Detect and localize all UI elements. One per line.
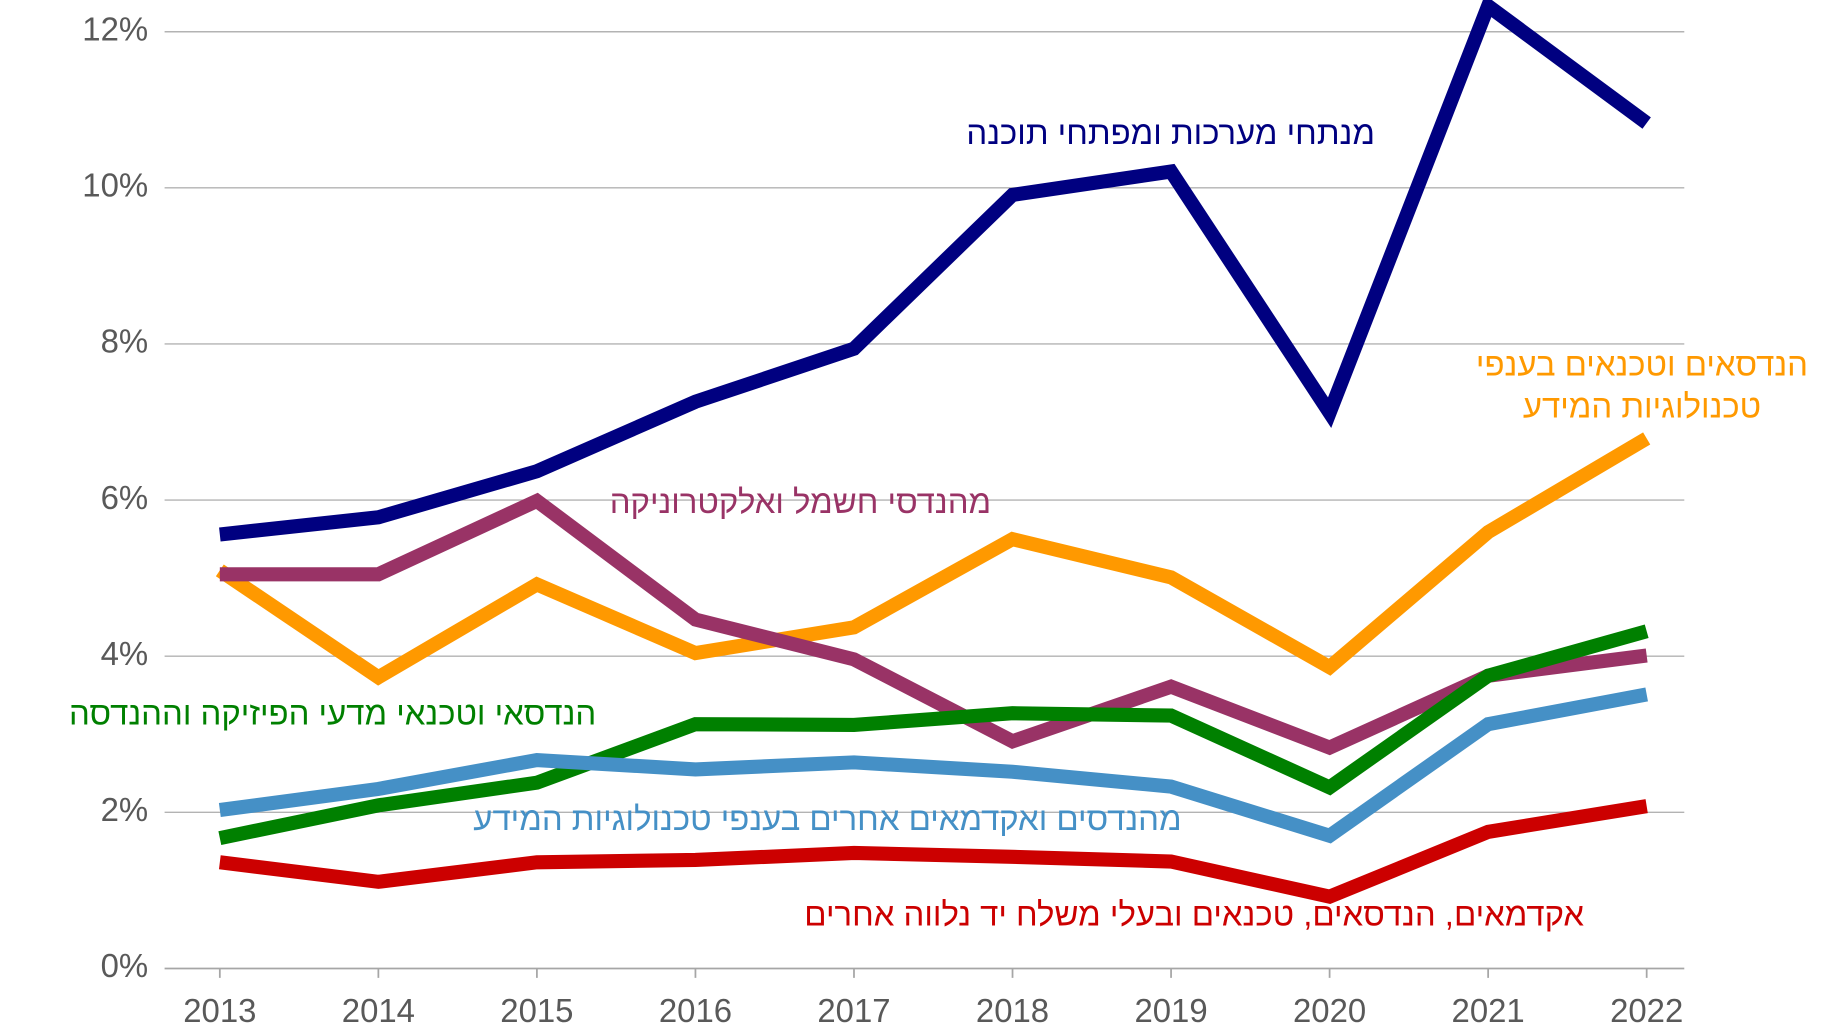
y-tick-label: 6%: [101, 479, 149, 516]
y-tick-label: 4%: [101, 635, 149, 672]
x-tick-label: 2018: [976, 992, 1049, 1029]
series-line: [218, 799, 1648, 905]
x-tick-label: 2020: [1293, 992, 1366, 1029]
y-tick-label: 0%: [101, 947, 149, 984]
series-line: [218, 687, 1648, 844]
y-tick-label: 8%: [101, 323, 149, 360]
x-tick-label: 2014: [342, 992, 415, 1029]
x-tick-label: 2013: [183, 992, 256, 1029]
x-tick-label: 2021: [1452, 992, 1525, 1029]
y-tick-label: 2%: [101, 791, 149, 828]
series-label: מנתחי מערכות ומפתחי תוכנה: [966, 114, 1375, 151]
x-tick-label: 2015: [500, 992, 573, 1029]
series-label: טכנולוגיות המידע: [1523, 388, 1761, 425]
series-line: [219, 0, 1651, 542]
series-label: אקדמאים, הנדסאים, טכנאים ובעלי משלח יד נ…: [804, 895, 1584, 932]
series-line: [219, 492, 1648, 756]
x-tick-label: 2016: [659, 992, 732, 1029]
series-label: הנדסאים וטכנאים בענפי: [1476, 345, 1808, 382]
series-label: הנדסאי וטכנאי מדעי הפיזיקה וההנדסה: [69, 694, 596, 731]
series-line: [218, 624, 1649, 846]
y-tick-label: 10%: [82, 167, 148, 204]
x-tick-label: 2017: [817, 992, 890, 1029]
series-label: מהנדסים ואקדמאים אחרים בענפי טכנולוגיות …: [473, 800, 1181, 837]
series-line: [215, 432, 1651, 686]
x-tick-label: 2019: [1134, 992, 1207, 1029]
x-tick-label: 2022: [1610, 992, 1683, 1029]
series-label: מהנדסי חשמל ואלקטרוניקה: [610, 483, 991, 520]
y-tick-label: 12%: [82, 10, 148, 47]
